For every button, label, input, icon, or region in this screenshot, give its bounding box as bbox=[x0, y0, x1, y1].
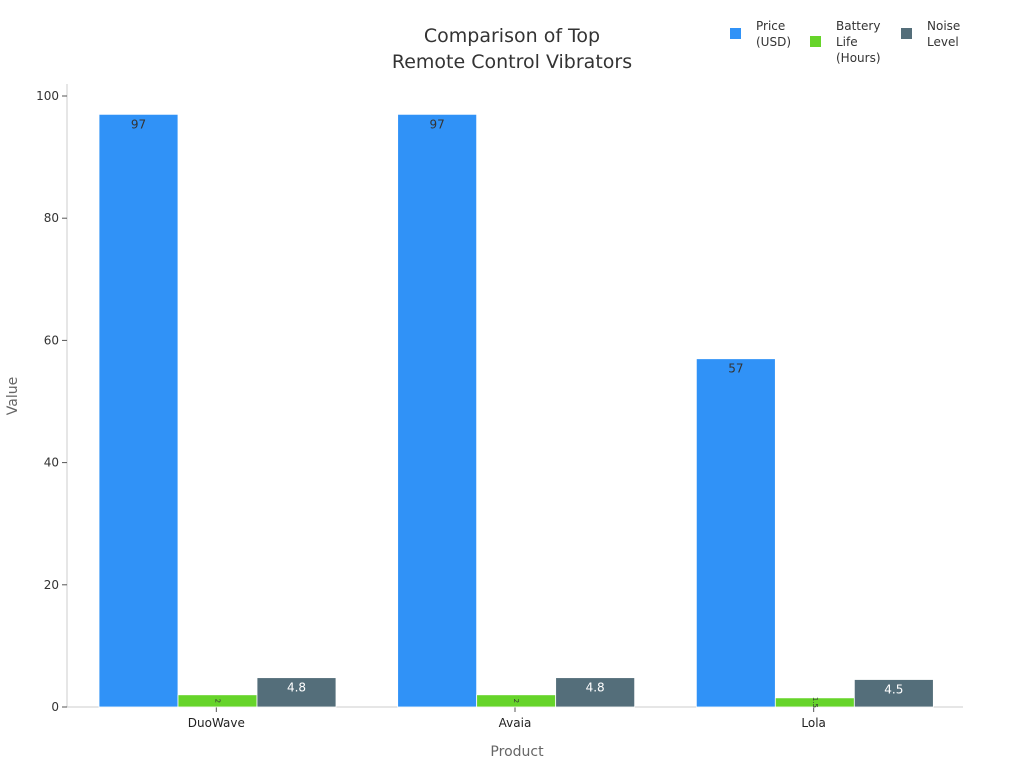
x-tick-label: Lola bbox=[801, 716, 826, 730]
bar bbox=[98, 113, 179, 708]
y-axis-label: Value bbox=[5, 377, 21, 415]
bar-value-label: 97 bbox=[131, 117, 146, 131]
y-tick-label: 40 bbox=[44, 456, 59, 470]
bar-value-label: 1.5 bbox=[811, 697, 819, 708]
y-tick-label: 20 bbox=[44, 578, 59, 592]
legend-label: (Hours) bbox=[836, 51, 881, 65]
x-tick-label: Avaia bbox=[499, 716, 532, 730]
y-tick-label: 0 bbox=[51, 700, 59, 714]
chart-title: Comparison of Top Remote Control Vibrator… bbox=[392, 25, 632, 73]
legend-label: Noise bbox=[927, 19, 960, 33]
bar-value-label: 97 bbox=[430, 117, 445, 131]
y-tick-label: 60 bbox=[44, 333, 59, 347]
bar-value-label: 4.8 bbox=[287, 681, 306, 695]
legend-label: Level bbox=[927, 35, 959, 49]
bar-value-label: 2 bbox=[512, 699, 520, 703]
legend-label: Price bbox=[756, 19, 785, 33]
x-axis-label: Product bbox=[490, 744, 544, 760]
bar bbox=[695, 358, 776, 708]
bar bbox=[256, 677, 337, 708]
x-tick-label: DuoWave bbox=[188, 716, 245, 730]
legend-swatch bbox=[901, 28, 912, 39]
bar bbox=[555, 677, 636, 708]
chart-title-line: Comparison of Top bbox=[424, 25, 600, 47]
legend-label: Life bbox=[836, 35, 858, 49]
y-tick-label: 100 bbox=[36, 89, 59, 103]
chart-title-line: Remote Control Vibrators bbox=[392, 51, 632, 73]
bar-value-label: 2 bbox=[214, 699, 222, 703]
legend-swatch bbox=[810, 36, 821, 47]
bar-value-label: 57 bbox=[728, 362, 743, 376]
legend: Price (USD) Battery Life (Hours) Noise Level bbox=[730, 19, 960, 65]
y-tick-label: 80 bbox=[44, 211, 59, 225]
bar-value-label: 4.5 bbox=[884, 683, 903, 697]
legend-swatch bbox=[730, 28, 741, 39]
legend-label: Battery bbox=[836, 19, 880, 33]
bar bbox=[853, 679, 934, 708]
bar bbox=[397, 113, 478, 708]
bars: DuoWave 97 2 4.8 Avaia 97 2 4.8 Lola 57 1.5 4.5 bbox=[98, 113, 934, 730]
bar-value-label: 4.8 bbox=[586, 681, 605, 695]
legend-label: (USD) bbox=[756, 35, 791, 49]
